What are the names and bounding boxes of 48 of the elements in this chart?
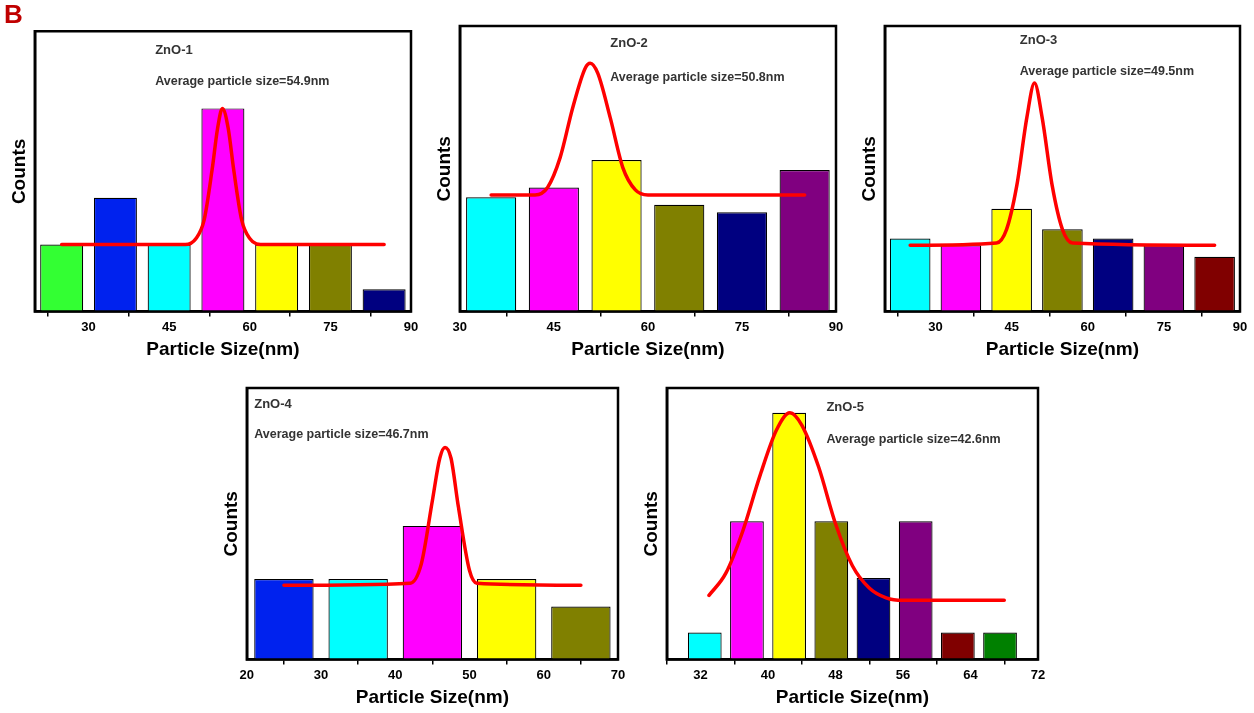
- x-axis-title: Particle Size(nm): [146, 337, 300, 359]
- x-axis-title: Particle Size(nm): [775, 685, 929, 707]
- x-tick-label: 60: [242, 318, 258, 334]
- chart-title: B: [4, 0, 23, 29]
- annotation: ZnO-5: [826, 398, 864, 414]
- x-tick-label: 30: [928, 318, 943, 334]
- text: ZnO-3: [1019, 31, 1058, 47]
- x-tick-label: 45: [546, 318, 562, 334]
- x-tick-label: 30: [313, 666, 329, 682]
- text: Average particle size=46.7nm: [254, 426, 429, 441]
- x-tick-label: 64: [963, 666, 979, 682]
- x-tick-label: 72: [1030, 666, 1046, 682]
- x-tick-label: 40: [760, 666, 776, 682]
- y-axis-title: Counts: [219, 491, 241, 557]
- x-tick-label: 32: [693, 666, 708, 682]
- x-tick-label: 48: [828, 666, 843, 682]
- text: Average particle size=49.5nm: [1019, 64, 1195, 79]
- x-tick-label: 60: [640, 318, 656, 334]
- y-axis-title: Counts: [857, 136, 879, 202]
- y-axis-title: Counts: [7, 138, 29, 205]
- x-tick-label: 90: [1232, 318, 1248, 334]
- x-tick-label: 40: [388, 666, 403, 682]
- text: Average particle size=54.9nm: [155, 74, 330, 89]
- text: ZnO-4: [254, 395, 293, 411]
- x-tick-label: 90: [828, 318, 844, 334]
- x-tick-label: 60: [1080, 318, 1096, 334]
- x-tick-label: 45: [161, 318, 177, 334]
- x-axis-title: Particle Size(nm): [985, 337, 1139, 359]
- x-tick-label: 20: [239, 666, 255, 682]
- text: ZnO-1: [155, 42, 193, 58]
- annotation: Average particle size=50.8nm: [610, 69, 785, 84]
- x-tick-label: 75: [1156, 318, 1172, 334]
- x-tick-label: 75: [734, 318, 750, 334]
- y-axis-title: Counts: [639, 491, 661, 557]
- x-tick-label: 45: [1004, 318, 1019, 334]
- x-tick-label: 30: [452, 318, 468, 334]
- x-axis-title: Particle Size(nm): [355, 685, 509, 707]
- x-tick-label: 56: [895, 666, 911, 682]
- annotation: Average particle size=42.6nm: [826, 432, 1001, 447]
- x-tick-label: 50: [462, 666, 477, 682]
- x-axis-title: Particle Size(nm): [571, 337, 725, 359]
- x-tick-label: 90: [403, 318, 419, 334]
- y-axis-title: Counts: [432, 136, 454, 202]
- x-tick-label: 60: [536, 666, 551, 682]
- text: ZnO-2: [610, 34, 648, 50]
- x-tick-label: 30: [81, 318, 96, 334]
- x-tick-label: 70: [610, 666, 626, 682]
- x-tick-label: 75: [323, 318, 338, 334]
